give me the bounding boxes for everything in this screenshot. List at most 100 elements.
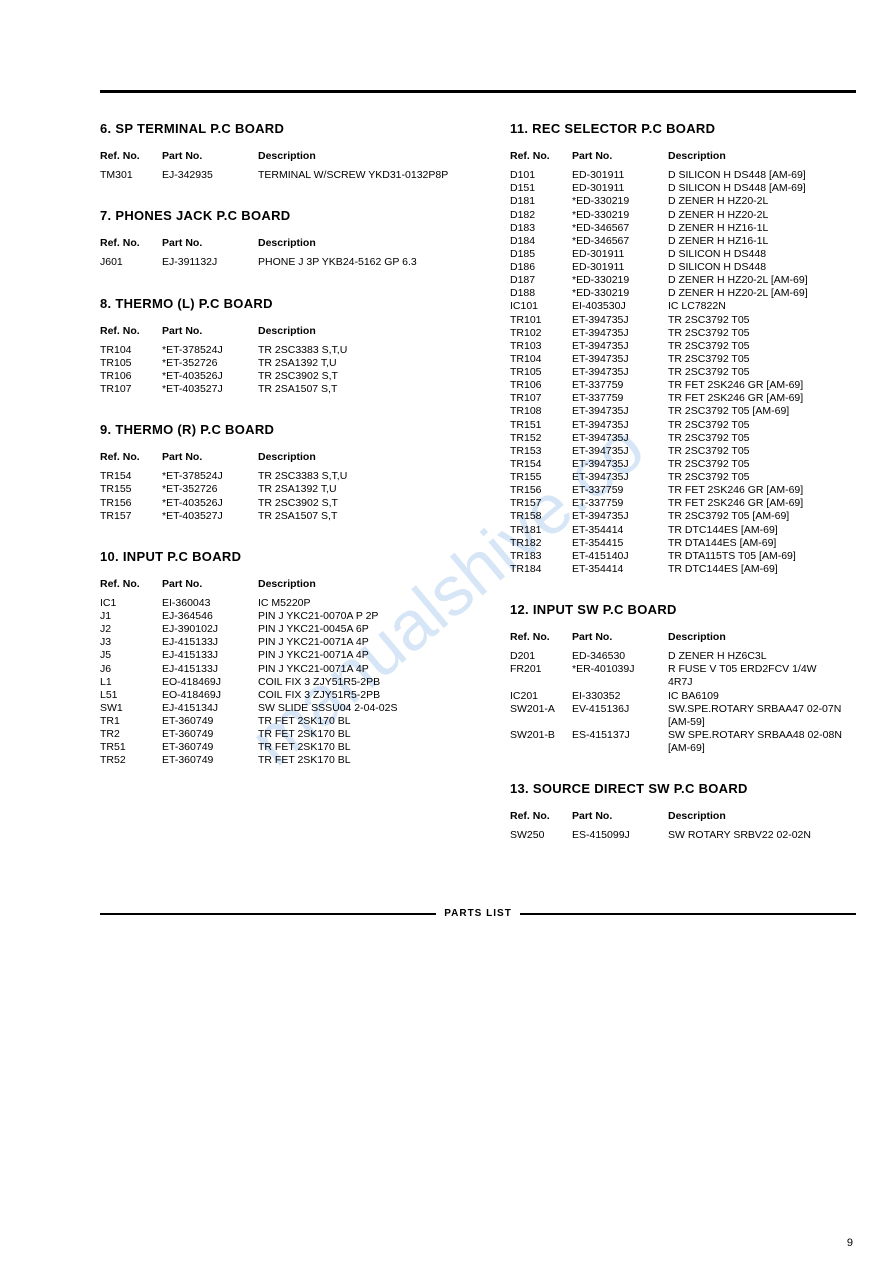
cell-desc: TR DTC144ES [AM-69] bbox=[668, 524, 850, 537]
cell-part: ET-415140J bbox=[572, 550, 668, 563]
cell-part: ET-337759 bbox=[572, 379, 668, 392]
table-row: TR157*ET-403527JTR 2SA1507 S,T bbox=[100, 510, 480, 523]
cell-ref: TR182 bbox=[510, 537, 572, 550]
cell-desc: IC M5220P bbox=[258, 597, 480, 610]
cell-ref: TR101 bbox=[510, 314, 572, 327]
cell-ref: D183 bbox=[510, 222, 572, 235]
table-row: TR158ET-394735JTR 2SC3792 T05 [AM-69] bbox=[510, 510, 850, 523]
cell-ref: TR157 bbox=[510, 497, 572, 510]
cell-desc: D ZENER H HZ16-1L bbox=[668, 222, 850, 235]
cell-part: ET-354414 bbox=[572, 524, 668, 537]
cell-part: *ET-403526J bbox=[162, 370, 258, 383]
parts-section: 13. SOURCE DIRECT SW P.C BOARDRef. No.Pa… bbox=[510, 781, 850, 842]
cell-desc: TR 2SC3792 T05 bbox=[668, 327, 850, 340]
section-title: 6. SP TERMINAL P.C BOARD bbox=[100, 121, 480, 136]
column-header: Ref. No. bbox=[100, 325, 162, 344]
cell-desc: IC LC7822N bbox=[668, 300, 850, 313]
footer-line-left bbox=[100, 913, 436, 915]
cell-part: ES-415137J bbox=[572, 729, 668, 755]
table-row: TR107*ET-403527JTR 2SA1507 S,T bbox=[100, 383, 480, 396]
table-row: TR1ET-360749TR FET 2SK170 BL bbox=[100, 715, 480, 728]
cell-ref: D101 bbox=[510, 169, 572, 182]
cell-part: *ED-330219 bbox=[572, 195, 668, 208]
cell-part: ED-301911 bbox=[572, 169, 668, 182]
table-row: D185ED-301911D SILICON H DS448 bbox=[510, 248, 850, 261]
parts-table: Ref. No.Part No.DescriptionD101ED-301911… bbox=[510, 150, 850, 576]
cell-desc: TR 2SA1507 S,T bbox=[258, 383, 480, 396]
parts-table: Ref. No.Part No.DescriptionTR154*ET-3785… bbox=[100, 451, 480, 523]
column-header: Description bbox=[258, 237, 480, 256]
parts-section: 7. PHONES JACK P.C BOARDRef. No.Part No.… bbox=[100, 208, 480, 269]
cell-desc: D ZENER H HZ16-1L bbox=[668, 235, 850, 248]
parts-section: 12. INPUT SW P.C BOARDRef. No.Part No.De… bbox=[510, 602, 850, 755]
cell-part: ET-394735J bbox=[572, 445, 668, 458]
cell-ref: TR183 bbox=[510, 550, 572, 563]
section-title: 10. INPUT P.C BOARD bbox=[100, 549, 480, 564]
cell-ref: SW1 bbox=[100, 702, 162, 715]
column-header: Part No. bbox=[162, 237, 258, 256]
parts-section: 6. SP TERMINAL P.C BOARD Ref. No.Part No.… bbox=[100, 121, 480, 182]
cell-desc: TR FET 2SK170 BL bbox=[258, 754, 480, 767]
cell-part: *ED-346567 bbox=[572, 222, 668, 235]
cell-ref: IC201 bbox=[510, 690, 572, 703]
cell-desc: TR 2SC3792 T05 [AM-69] bbox=[668, 510, 850, 523]
cell-ref: TR158 bbox=[510, 510, 572, 523]
table-row: D151ED-301911D SILICON H DS448 [AM-69] bbox=[510, 182, 850, 195]
cell-desc: COIL FIX 3 ZJY51R5-2PB bbox=[258, 676, 480, 689]
table-row: TR2ET-360749TR FET 2SK170 BL bbox=[100, 728, 480, 741]
table-row: L51EO-418469JCOIL FIX 3 ZJY51R5-2PB bbox=[100, 689, 480, 702]
table-row: SW250ES-415099JSW ROTARY SRBV22 02-02N bbox=[510, 829, 850, 842]
column-header: Ref. No. bbox=[510, 631, 572, 650]
cell-ref: L1 bbox=[100, 676, 162, 689]
cell-ref: TR2 bbox=[100, 728, 162, 741]
table-row: L1EO-418469JCOIL FIX 3 ZJY51R5-2PB bbox=[100, 676, 480, 689]
column-header: Description bbox=[668, 810, 850, 829]
cell-part: ET-337759 bbox=[572, 392, 668, 405]
column-header: Part No. bbox=[162, 578, 258, 597]
table-row: TR105*ET-352726TR 2SA1392 T,U bbox=[100, 357, 480, 370]
cell-desc: IC BA6109 bbox=[668, 690, 850, 703]
cell-ref: TR152 bbox=[510, 432, 572, 445]
table-row: D184*ED-346567D ZENER H HZ16-1L bbox=[510, 235, 850, 248]
cell-desc: PHONE J 3P YKB24-5162 GP 6.3 bbox=[258, 256, 480, 269]
cell-desc: D SILICON H DS448 bbox=[668, 261, 850, 274]
cell-ref: TR52 bbox=[100, 754, 162, 767]
cell-ref: L51 bbox=[100, 689, 162, 702]
table-row: TR51ET-360749TR FET 2SK170 BL bbox=[100, 741, 480, 754]
section-title: 11. REC SELECTOR P.C BOARD bbox=[510, 121, 850, 136]
cell-desc: PIN J YKC21-0070A P 2P bbox=[258, 610, 480, 623]
cell-desc: TR 2SA1507 S,T bbox=[258, 510, 480, 523]
cell-ref: J2 bbox=[100, 623, 162, 636]
parts-table: Ref. No.Part No.DescriptionIC1EI-360043I… bbox=[100, 578, 480, 768]
table-row: D201ED-346530D ZENER H HZ6C3L bbox=[510, 650, 850, 663]
table-row: TR107ET-337759TR FET 2SK246 GR [AM-69] bbox=[510, 392, 850, 405]
cell-desc: TR 2SC3383 S,T,U bbox=[258, 470, 480, 483]
cell-ref: D151 bbox=[510, 182, 572, 195]
cell-ref: TR106 bbox=[510, 379, 572, 392]
cell-desc: PIN J YKC21-0071A 4P bbox=[258, 663, 480, 676]
cell-desc: D ZENER H HZ20-2L [AM-69] bbox=[668, 274, 850, 287]
cell-part: EO-418469J bbox=[162, 689, 258, 702]
table-row: J601EJ-391132JPHONE J 3P YKB24-5162 GP 6… bbox=[100, 256, 480, 269]
table-row: TR184ET-354414TR DTC144ES [AM-69] bbox=[510, 563, 850, 576]
cell-ref: J3 bbox=[100, 636, 162, 649]
table-row: D183*ED-346567D ZENER H HZ16-1L bbox=[510, 222, 850, 235]
parts-table: Ref. No.Part No.DescriptionTM301EJ-34293… bbox=[100, 150, 480, 182]
column-header: Ref. No. bbox=[100, 451, 162, 470]
table-row: TR106*ET-403526JTR 2SC3902 S,T bbox=[100, 370, 480, 383]
cell-part: *ET-403527J bbox=[162, 510, 258, 523]
cell-desc: D SILICON H DS448 [AM-69] bbox=[668, 182, 850, 195]
parts-table: Ref. No.Part No.DescriptionTR104*ET-3785… bbox=[100, 325, 480, 397]
section-title: 8. THERMO (L) P.C BOARD bbox=[100, 296, 480, 311]
cell-part: ED-301911 bbox=[572, 261, 668, 274]
cell-ref: J1 bbox=[100, 610, 162, 623]
cell-ref: D187 bbox=[510, 274, 572, 287]
cell-part: EI-330352 bbox=[572, 690, 668, 703]
cell-part: EJ-342935 bbox=[162, 169, 258, 182]
section-title: 7. PHONES JACK P.C BOARD bbox=[100, 208, 480, 223]
cell-part: *ET-403527J bbox=[162, 383, 258, 396]
cell-desc: TERMINAL W/SCREW YKD31-0132P8P bbox=[258, 169, 480, 182]
table-row: D188*ED-330219D ZENER H HZ20-2L [AM-69] bbox=[510, 287, 850, 300]
table-row: TR154ET-394735JTR 2SC3792 T05 bbox=[510, 458, 850, 471]
table-row: J6EJ-415133JPIN J YKC21-0071A 4P bbox=[100, 663, 480, 676]
